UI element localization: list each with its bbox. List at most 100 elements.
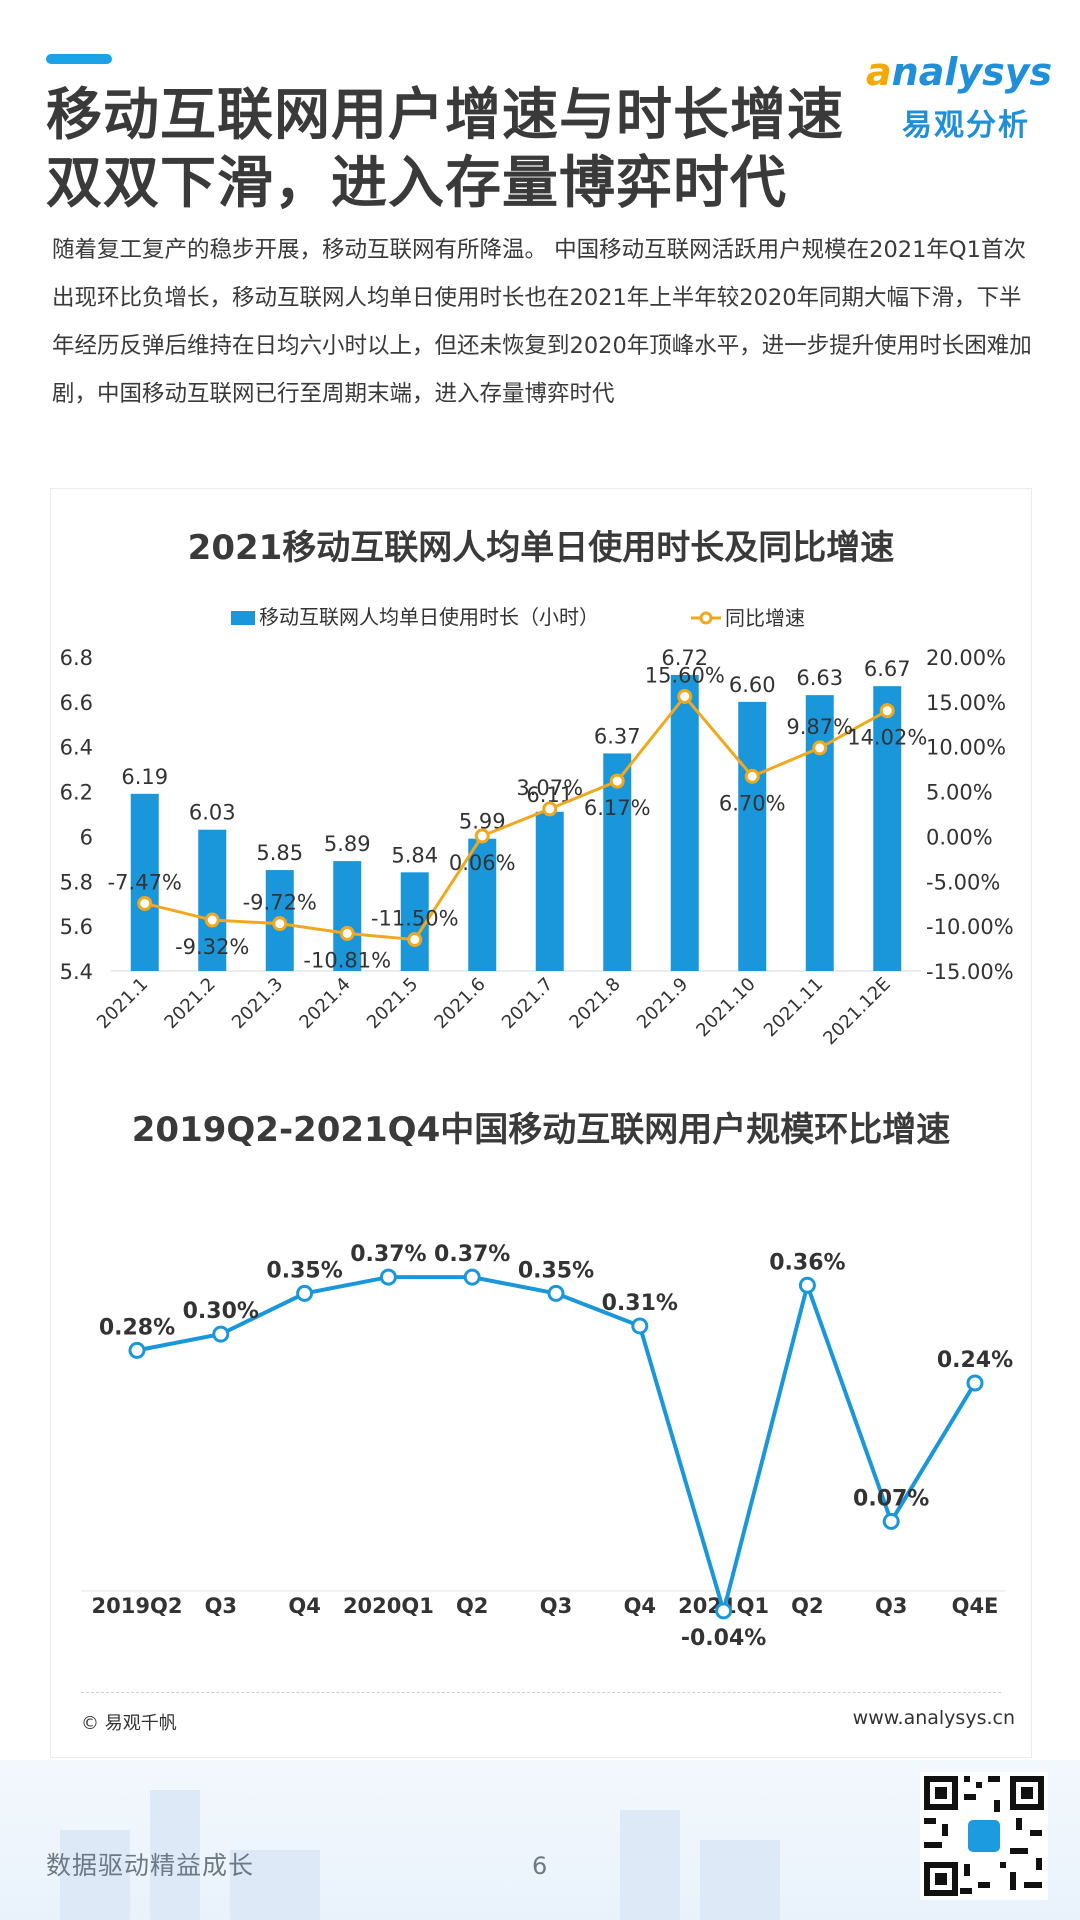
- skyline-shape: [620, 1810, 680, 1920]
- skyline-shape: [150, 1790, 200, 1920]
- chart1-bar: [130, 793, 159, 971]
- chart2-value-label: 0.30%: [183, 1299, 259, 1324]
- chart1-bar: [738, 701, 767, 971]
- intro-paragraph: 随着复工复产的稳步开展，移动互联网有所降温。 中国移动互联网活跃用户规模在202…: [52, 237, 1032, 407]
- chart2-value-label: 0.28%: [99, 1315, 175, 1340]
- chart1-bar-value-label: 5.84: [391, 843, 438, 867]
- chart1-growth-point: [272, 916, 288, 932]
- slogan: 数据驱动精益成长: [46, 1851, 255, 1880]
- chart1-category-label: 2021.5: [363, 974, 422, 1033]
- analysys-logo: analysys 易观分析: [866, 50, 1066, 143]
- chart1-left-tick-label: 5.6: [60, 915, 93, 939]
- skyline-shape: [700, 1840, 780, 1920]
- chart1-bar: [400, 872, 429, 971]
- chart1-category-label: 2021.7: [498, 974, 557, 1033]
- chart2-category-label: Q3: [540, 1594, 572, 1618]
- chart2-point: [631, 1317, 649, 1335]
- chart1-bar: [670, 674, 699, 971]
- chart1-category-label: 2021.4: [295, 974, 354, 1033]
- chart2-point: [379, 1268, 397, 1286]
- chart1-growth-value-label: 15.60%: [645, 663, 725, 687]
- chart2-value-label: -0.04%: [681, 1626, 766, 1651]
- title-accent-bar: [46, 54, 112, 64]
- page-title-line-2: 双双下滑，进入存量博弈时代: [46, 151, 787, 216]
- chart1-category-label: 2021.10: [692, 974, 759, 1041]
- chart1-bar: [535, 811, 564, 971]
- chart1-growth-value-label: 6.70%: [719, 791, 786, 815]
- chart1-category-label: 2021.9: [633, 974, 692, 1033]
- chart1-bar: [198, 829, 227, 971]
- chart1-bar-value-label: 5.89: [324, 832, 371, 856]
- chart2-value-label: 0.36%: [769, 1250, 845, 1275]
- chart1-growth-value-label: 14.02%: [847, 726, 927, 750]
- chart1-left-tick-label: 5.8: [60, 870, 93, 894]
- chart2-value-label: 0.07%: [853, 1486, 929, 1511]
- source-credit: © 易观千帆: [81, 1713, 177, 1734]
- chart1-bar: [603, 753, 632, 971]
- chart1-growth-value-label: 6.17%: [584, 796, 651, 820]
- chart1-right-tick-label: 0.00%: [926, 825, 993, 849]
- chart2-value-label: 0.37%: [350, 1242, 426, 1267]
- chart1-growth-value-label: 9.87%: [786, 715, 853, 739]
- page-number: 6: [532, 1852, 548, 1880]
- chart1-category-label: 2021.2: [160, 974, 219, 1033]
- chart2-category-label: Q3: [875, 1594, 907, 1618]
- chart1-right-tick-label: 15.00%: [926, 691, 1006, 715]
- logo-chinese-wordmark: 易观分析: [902, 108, 1030, 143]
- chart1-growth-line: [144, 694, 888, 942]
- chart2-point: [798, 1276, 816, 1294]
- logo-english-wordmark: analysys: [866, 50, 1053, 94]
- chart1-left-tick-label: 6.6: [60, 691, 93, 715]
- chart1-growth-value-label: 0.06%: [449, 851, 516, 875]
- bottom-background-band: [0, 1760, 1080, 1920]
- chart1-left-tick-label: 6.2: [60, 781, 93, 805]
- chart1-category-label: 2021.3: [228, 974, 287, 1033]
- skyline-shape: [230, 1850, 320, 1920]
- chart1-left-tick-label: 5.4: [60, 960, 93, 984]
- chart1-growth-value-label: -9.72%: [243, 891, 317, 915]
- chart1-bar-value-label: 6.37: [594, 724, 641, 748]
- chart2-growth-line: [136, 1275, 977, 1619]
- chart1-left-tick-label: 6: [80, 825, 93, 849]
- chart1-left-tick-label: 6.4: [60, 736, 93, 760]
- chart2-point: [966, 1374, 984, 1392]
- chart1-title: 2021移动互联网人均单日使用时长及同比增速: [188, 528, 895, 568]
- chart1-category-label: 2021.11: [760, 974, 827, 1041]
- chart2-category-label: 2020Q1: [343, 1594, 434, 1618]
- website-link[interactable]: www.analysys.cn: [852, 1707, 1015, 1729]
- page-title-line-1: 移动互联网用户增速与时长增速: [46, 83, 844, 148]
- chart1-right-tick-label: 5.00%: [926, 781, 993, 805]
- chart1-growth-point: [137, 895, 153, 911]
- chart1-bar-value-label: 6.60: [729, 673, 776, 697]
- chart1-right-tick-label: 10.00%: [926, 736, 1006, 760]
- chart1-left-tick-label: 6.8: [60, 646, 93, 670]
- chart-card: 2021移动互联网人均单日使用时长及同比增速移动互联网人均单日使用时长（小时） 同…: [50, 488, 1032, 1758]
- chart1-legend-line-label: 同比增速: [725, 606, 805, 630]
- chart2-value-label: 0.35%: [266, 1258, 342, 1283]
- chart2-point: [296, 1284, 314, 1302]
- chart1-bar: [873, 686, 902, 971]
- chart1-growth-value-label: -11.50%: [371, 907, 459, 931]
- chart2-value-label: 0.35%: [518, 1258, 594, 1283]
- chart1-growth-point: [677, 688, 693, 704]
- chart1-bar-value-label: 6.03: [189, 801, 236, 825]
- chart2-title: 2019Q2-2021Q4中国移动互联网用户规模环比增速: [132, 1110, 951, 1150]
- chart2-value-label: 0.37%: [434, 1242, 510, 1267]
- chart1-bar-value-label: 6.63: [796, 666, 843, 690]
- chart2-point: [882, 1512, 900, 1530]
- chart2-point: [128, 1341, 146, 1359]
- chart1-bar-value-label: 6.19: [121, 765, 168, 789]
- chart1-growth-point: [744, 768, 760, 784]
- chart2-category-label: Q4: [624, 1594, 656, 1618]
- chart1-legend-line-marker: [699, 611, 713, 625]
- page-title: 移动互联网用户增速与时长增速 双双下滑，进入存量博弈时代: [46, 82, 876, 218]
- chart1-growth-value-label: -7.47%: [108, 870, 182, 894]
- chart1-growth-value-label: -10.81%: [303, 948, 391, 972]
- chart2-category-label: 2019Q2: [92, 1594, 183, 1618]
- chart1-legend-bar-label: 移动互联网人均单日使用时长（小时）: [259, 605, 599, 629]
- chart1-growth-point: [542, 801, 558, 817]
- qr-center-logo: [968, 1820, 1000, 1852]
- chart1-right-tick-label: -15.00%: [926, 960, 1014, 984]
- chart1-growth-point: [339, 925, 355, 941]
